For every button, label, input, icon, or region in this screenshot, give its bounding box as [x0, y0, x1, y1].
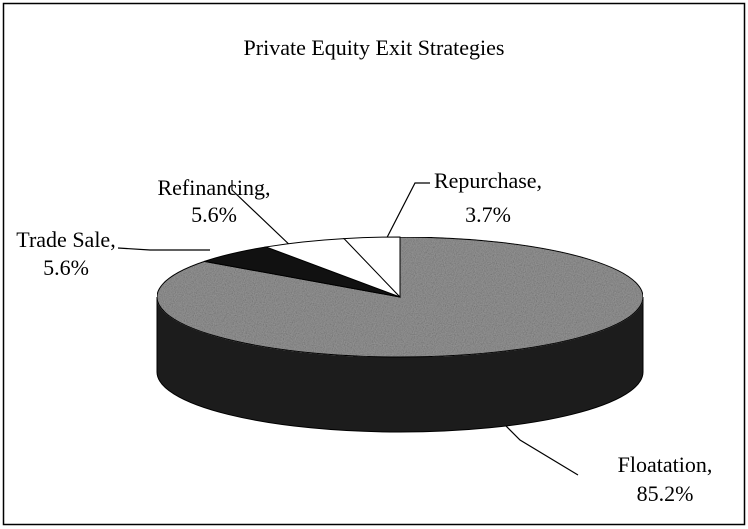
- value-label: 3.7%: [465, 202, 511, 227]
- labels: Floatation,85.2%Trade Sale,5.6%Refinanci…: [16, 168, 712, 506]
- value-label: 85.2%: [637, 481, 694, 506]
- value-label: 5.6%: [43, 255, 89, 280]
- category-label: Repurchase,: [434, 168, 542, 193]
- value-label: 5.6%: [191, 202, 237, 227]
- category-label: Floatation,: [618, 452, 713, 477]
- slice: [156, 236, 644, 358]
- category-label: Trade Sale,: [16, 227, 115, 252]
- slice: [342, 236, 401, 299]
- pie: [156, 236, 644, 433]
- category-label: Refinancing,: [157, 175, 270, 200]
- chart-title: Private Equity Exit Strategies: [244, 35, 505, 60]
